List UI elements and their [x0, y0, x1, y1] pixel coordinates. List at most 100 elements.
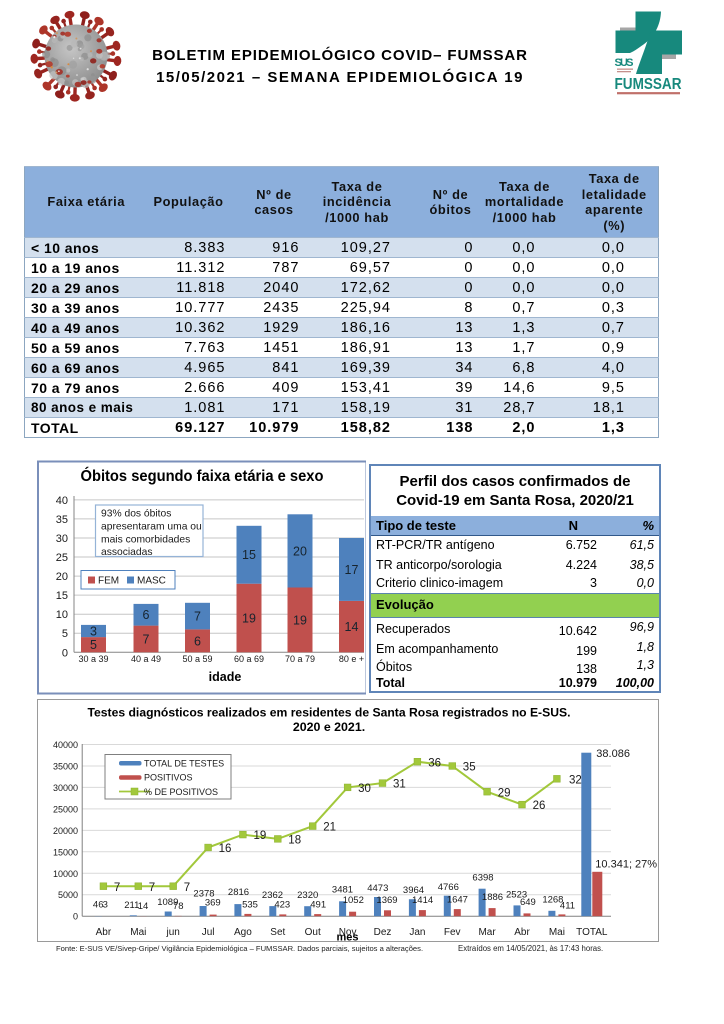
- svg-text:40000: 40000: [53, 740, 78, 750]
- svg-text:3: 3: [90, 625, 97, 639]
- svg-text:411: 411: [560, 901, 575, 912]
- svg-text:4766: 4766: [438, 882, 459, 893]
- svg-text:Jul: Jul: [202, 927, 215, 938]
- svg-text:MASC: MASC: [137, 576, 166, 587]
- svg-text:70 a 79: 70 a 79: [285, 654, 315, 664]
- svg-text:1414: 1414: [412, 895, 433, 906]
- svg-text:Fev: Fev: [444, 927, 461, 938]
- svg-text:7: 7: [143, 633, 150, 647]
- svg-text:TOTAL: TOTAL: [576, 927, 608, 938]
- svg-text:5000: 5000: [58, 890, 78, 900]
- svg-text:17: 17: [345, 563, 359, 577]
- svg-text:19: 19: [293, 613, 307, 627]
- svg-text:3481: 3481: [332, 885, 353, 896]
- svg-text:Mai: Mai: [130, 927, 146, 938]
- svg-text:1886: 1886: [482, 892, 503, 903]
- svg-text:535: 535: [242, 900, 258, 911]
- svg-text:TOTAL DE TESTES: TOTAL DE TESTES: [144, 759, 224, 769]
- svg-text:1647: 1647: [447, 895, 468, 906]
- svg-text:20: 20: [293, 544, 307, 558]
- svg-text:% DE POSITIVOS: % DE POSITIVOS: [144, 787, 218, 797]
- svg-text:30: 30: [358, 783, 371, 795]
- svg-text:3964: 3964: [403, 885, 424, 896]
- svg-text:38.086: 38.086: [596, 748, 630, 760]
- svg-text:1089: 1089: [157, 897, 178, 908]
- svg-text:649: 649: [520, 897, 536, 908]
- svg-text:16: 16: [219, 843, 232, 855]
- svg-text:mes: mes: [336, 932, 358, 943]
- svg-text:0: 0: [62, 647, 68, 659]
- svg-text:78: 78: [173, 901, 184, 912]
- svg-text:Testes diagnósticos realizados: Testes diagnósticos realizados em reside…: [88, 706, 571, 720]
- svg-text:15000: 15000: [53, 847, 78, 857]
- svg-text:POSITIVOS: POSITIVOS: [144, 773, 193, 783]
- svg-text:10000: 10000: [53, 869, 78, 879]
- svg-text:7: 7: [194, 610, 201, 624]
- svg-text:369: 369: [205, 898, 221, 909]
- svg-text:15: 15: [56, 590, 68, 602]
- svg-text:idade: idade: [209, 670, 242, 684]
- svg-text:20: 20: [56, 571, 68, 583]
- svg-text:35: 35: [463, 762, 476, 774]
- svg-text:2378: 2378: [193, 889, 214, 900]
- svg-text:0: 0: [73, 912, 78, 922]
- svg-text:2816: 2816: [228, 887, 249, 898]
- svg-text:associadas: associadas: [101, 547, 153, 558]
- svg-text:423: 423: [274, 900, 290, 911]
- svg-text:7: 7: [149, 882, 155, 894]
- svg-text:FEM: FEM: [98, 576, 119, 587]
- svg-text:30: 30: [56, 533, 68, 545]
- svg-text:35000: 35000: [53, 762, 78, 772]
- svg-text:Jan: Jan: [409, 927, 425, 938]
- svg-text:Dez: Dez: [374, 927, 392, 938]
- svg-text:2020 e 2021.: 2020 e 2021.: [293, 720, 365, 734]
- svg-text:1268: 1268: [542, 895, 563, 906]
- svg-text:Óbitos segundo faixa etária e: Óbitos segundo faixa etária e sexo: [81, 467, 324, 485]
- svg-text:6: 6: [194, 634, 201, 648]
- svg-text:1052: 1052: [343, 895, 364, 906]
- svg-text:Ago: Ago: [234, 927, 252, 938]
- svg-text:FUMSSAR: FUMSSAR: [615, 76, 682, 93]
- svg-text:Mar: Mar: [478, 927, 496, 938]
- svg-text:29: 29: [498, 787, 511, 799]
- svg-text:14: 14: [138, 901, 149, 912]
- svg-text:1369: 1369: [376, 895, 397, 906]
- svg-text:19: 19: [254, 830, 267, 842]
- svg-text:30 a 39: 30 a 39: [78, 654, 108, 664]
- svg-text:19: 19: [242, 612, 256, 626]
- svg-text:18: 18: [288, 835, 301, 847]
- svg-text:6398: 6398: [472, 873, 493, 884]
- svg-text:Abr: Abr: [514, 927, 530, 938]
- svg-text:36: 36: [428, 757, 441, 769]
- svg-text:20000: 20000: [53, 826, 78, 836]
- svg-text:10: 10: [56, 609, 68, 621]
- svg-text:2523: 2523: [506, 890, 527, 901]
- svg-text:Mai: Mai: [549, 927, 565, 938]
- svg-text:7: 7: [114, 882, 120, 894]
- svg-text:Out: Out: [305, 927, 321, 938]
- svg-text:30000: 30000: [53, 783, 78, 793]
- svg-text:Abr: Abr: [96, 927, 112, 938]
- svg-text:26: 26: [533, 800, 546, 812]
- svg-text:25000: 25000: [53, 804, 78, 814]
- svg-text:21: 21: [323, 822, 336, 834]
- svg-text:40 a 49: 40 a 49: [131, 654, 161, 664]
- svg-text:93% dos óbitos: 93% dos óbitos: [101, 509, 171, 520]
- svg-text:Set: Set: [270, 927, 285, 938]
- svg-text:80 e +: 80 e +: [339, 654, 364, 664]
- svg-text:SUS: SUS: [615, 57, 634, 69]
- svg-text:10.341; 27%: 10.341; 27%: [595, 859, 657, 871]
- svg-text:31: 31: [393, 779, 406, 791]
- svg-text:6: 6: [143, 608, 150, 622]
- svg-text:5: 5: [62, 628, 68, 640]
- svg-text:mais comorbidades: mais comorbidades: [101, 534, 190, 545]
- svg-text:apresentaram uma ou: apresentaram uma ou: [101, 521, 202, 532]
- svg-text:15: 15: [242, 548, 256, 562]
- svg-text:jun: jun: [166, 927, 180, 938]
- svg-text:491: 491: [310, 900, 326, 911]
- svg-text:25: 25: [56, 552, 68, 564]
- svg-text:2362: 2362: [262, 890, 283, 901]
- svg-text:5: 5: [90, 638, 97, 652]
- svg-text:3: 3: [103, 900, 108, 911]
- svg-text:2320: 2320: [297, 890, 318, 901]
